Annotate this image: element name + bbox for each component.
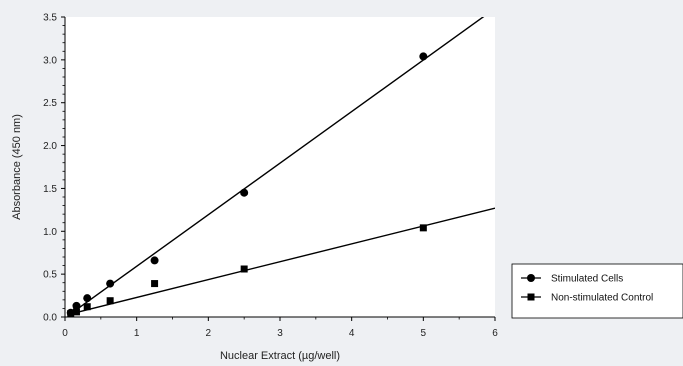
y-tick-label: 0.5 xyxy=(43,270,57,281)
x-tick-label: 3 xyxy=(277,328,283,339)
data-point-series-1 xyxy=(240,265,248,273)
data-point-series-0 xyxy=(419,52,428,61)
y-tick-label: 1.0 xyxy=(43,227,57,238)
data-point-series-1 xyxy=(83,303,91,311)
y-tick-label: 1.5 xyxy=(43,184,57,195)
data-point-series-0 xyxy=(83,294,92,303)
points-layer xyxy=(66,52,428,318)
x-tick-label: 0 xyxy=(62,328,68,339)
data-point-series-1 xyxy=(106,297,114,305)
legend: Stimulated Cells Non-stimulated Control xyxy=(511,263,683,319)
axes-layer xyxy=(64,17,495,318)
y-tick-label: 2.0 xyxy=(43,141,57,152)
ticks-layer: 0 1 2 3 4 5 6 0.0 0.5 1.0 1.5 2.0 2.5 3.0 3.5 xyxy=(43,13,498,340)
x-tick-label: 6 xyxy=(492,328,498,339)
data-point-series-1 xyxy=(419,224,427,232)
y-tick-label: 2.5 xyxy=(43,98,57,109)
x-axis-title: Nuclear Extract (µg/well) xyxy=(220,350,340,362)
data-point-series-0 xyxy=(150,256,159,265)
y-axis-title: Absorbance (450 nm) xyxy=(11,114,23,220)
data-point-series-0 xyxy=(240,188,249,197)
legend-marker-control xyxy=(527,293,535,301)
y-tick-label: 0.0 xyxy=(43,313,57,324)
data-point-series-0 xyxy=(72,301,81,310)
data-point-series-1 xyxy=(67,310,75,318)
x-tick-label: 5 xyxy=(421,328,427,339)
y-tick-label: 3.0 xyxy=(43,55,57,66)
y-tick-label: 3.5 xyxy=(43,13,57,24)
data-point-series-0 xyxy=(106,279,115,288)
x-tick-label: 1 xyxy=(134,328,140,339)
legend-box xyxy=(511,263,683,319)
legend-marker-stimulated xyxy=(527,274,535,282)
legend-label-control: Non-stimulated Control xyxy=(551,293,653,304)
data-point-series-1 xyxy=(72,308,80,316)
x-tick-label: 4 xyxy=(349,328,355,339)
data-point-series-1 xyxy=(151,280,159,288)
legend-label-stimulated: Stimulated Cells xyxy=(551,274,623,285)
x-tick-label: 2 xyxy=(206,328,212,339)
